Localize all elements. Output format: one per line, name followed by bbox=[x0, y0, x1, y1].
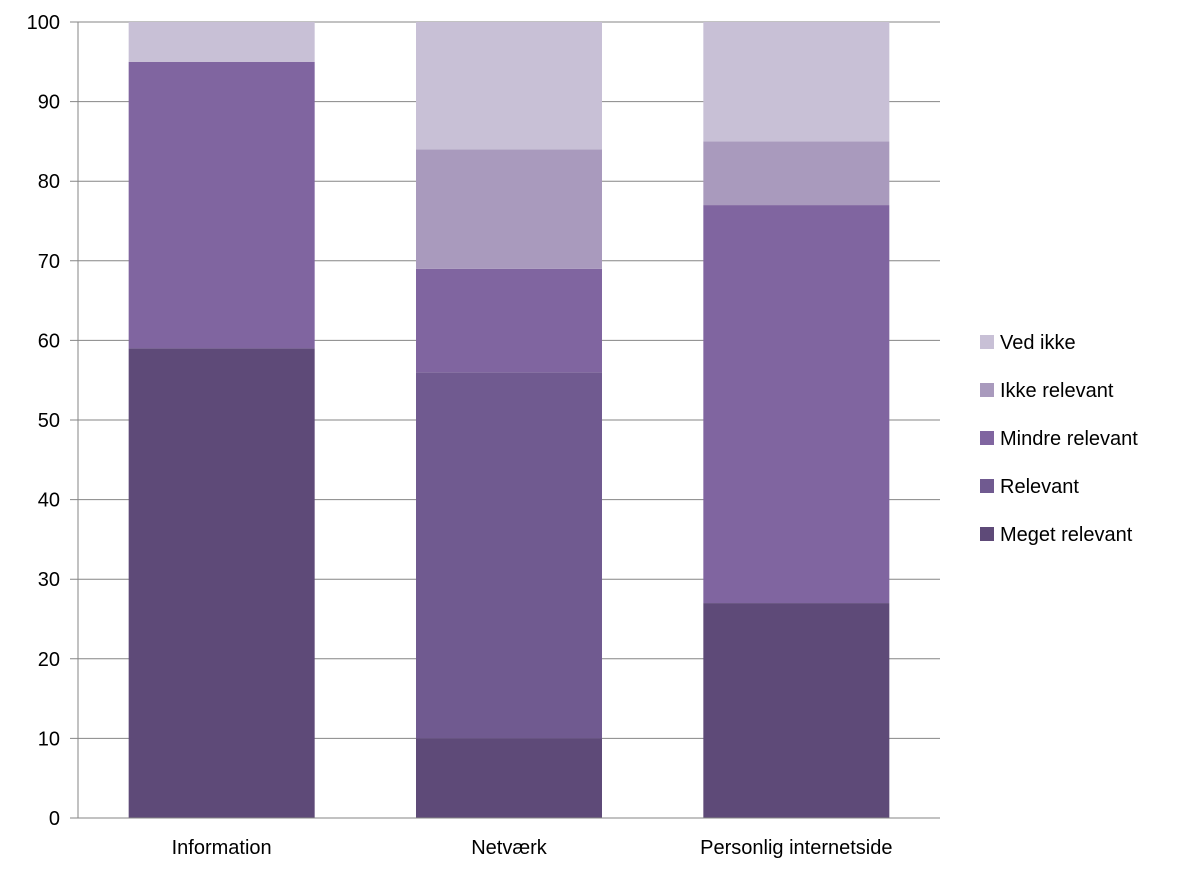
bar-segment-2-1 bbox=[416, 738, 602, 818]
legend-swatch bbox=[980, 383, 994, 397]
legend-swatch bbox=[980, 479, 994, 493]
bar-segment-3-1 bbox=[703, 603, 890, 818]
y-tick-label: 10 bbox=[38, 728, 60, 750]
y-tick-label: 90 bbox=[38, 92, 60, 114]
legend-swatch bbox=[980, 431, 994, 445]
x-tick-label: Netværk bbox=[471, 837, 548, 859]
bar-segment-3-4 bbox=[703, 141, 890, 206]
legend-label: Ikke relevant bbox=[1000, 380, 1114, 402]
legend-label: Mindre relevant bbox=[1000, 428, 1138, 450]
bar-segment-2-4 bbox=[416, 149, 602, 269]
axis-layer: 0 10 20 30 40 50 60 70 80 90 100 Information Netværk… bbox=[27, 12, 940, 859]
y-tick-label: 100 bbox=[27, 12, 60, 34]
bar-segment-3-5 bbox=[703, 22, 890, 142]
legend-swatch bbox=[980, 335, 994, 349]
bar-segment-1-5 bbox=[128, 22, 315, 62]
y-tick-label: 60 bbox=[38, 330, 60, 352]
x-tick-label: Information bbox=[172, 837, 272, 859]
legend-swatch bbox=[980, 527, 994, 541]
y-tick-label: 80 bbox=[38, 171, 60, 193]
bars-layer bbox=[128, 22, 890, 818]
y-tick-label: 0 bbox=[49, 808, 60, 830]
bar-segment-3-3 bbox=[703, 205, 890, 604]
y-tick-label: 30 bbox=[38, 569, 60, 591]
legend: Ved ikke Ikke relevant Mindre relevant Rele… bbox=[980, 332, 1138, 546]
bar-segment-2-3 bbox=[416, 268, 602, 373]
legend-label: Relevant bbox=[1000, 476, 1079, 498]
bar-segment-1-3 bbox=[128, 61, 315, 349]
y-tick-label: 20 bbox=[38, 649, 60, 671]
bar-segment-1-1 bbox=[128, 348, 315, 818]
bar-segment-2-5 bbox=[416, 22, 602, 150]
bar-segment-2-2 bbox=[416, 372, 602, 739]
y-tick-label: 70 bbox=[38, 251, 60, 273]
y-tick-label: 50 bbox=[38, 410, 60, 432]
legend-label: Meget relevant bbox=[1000, 524, 1133, 546]
legend-label: Ved ikke bbox=[1000, 332, 1076, 354]
y-tick-label: 40 bbox=[38, 490, 60, 512]
x-tick-label: Personlig internetside bbox=[700, 837, 892, 859]
